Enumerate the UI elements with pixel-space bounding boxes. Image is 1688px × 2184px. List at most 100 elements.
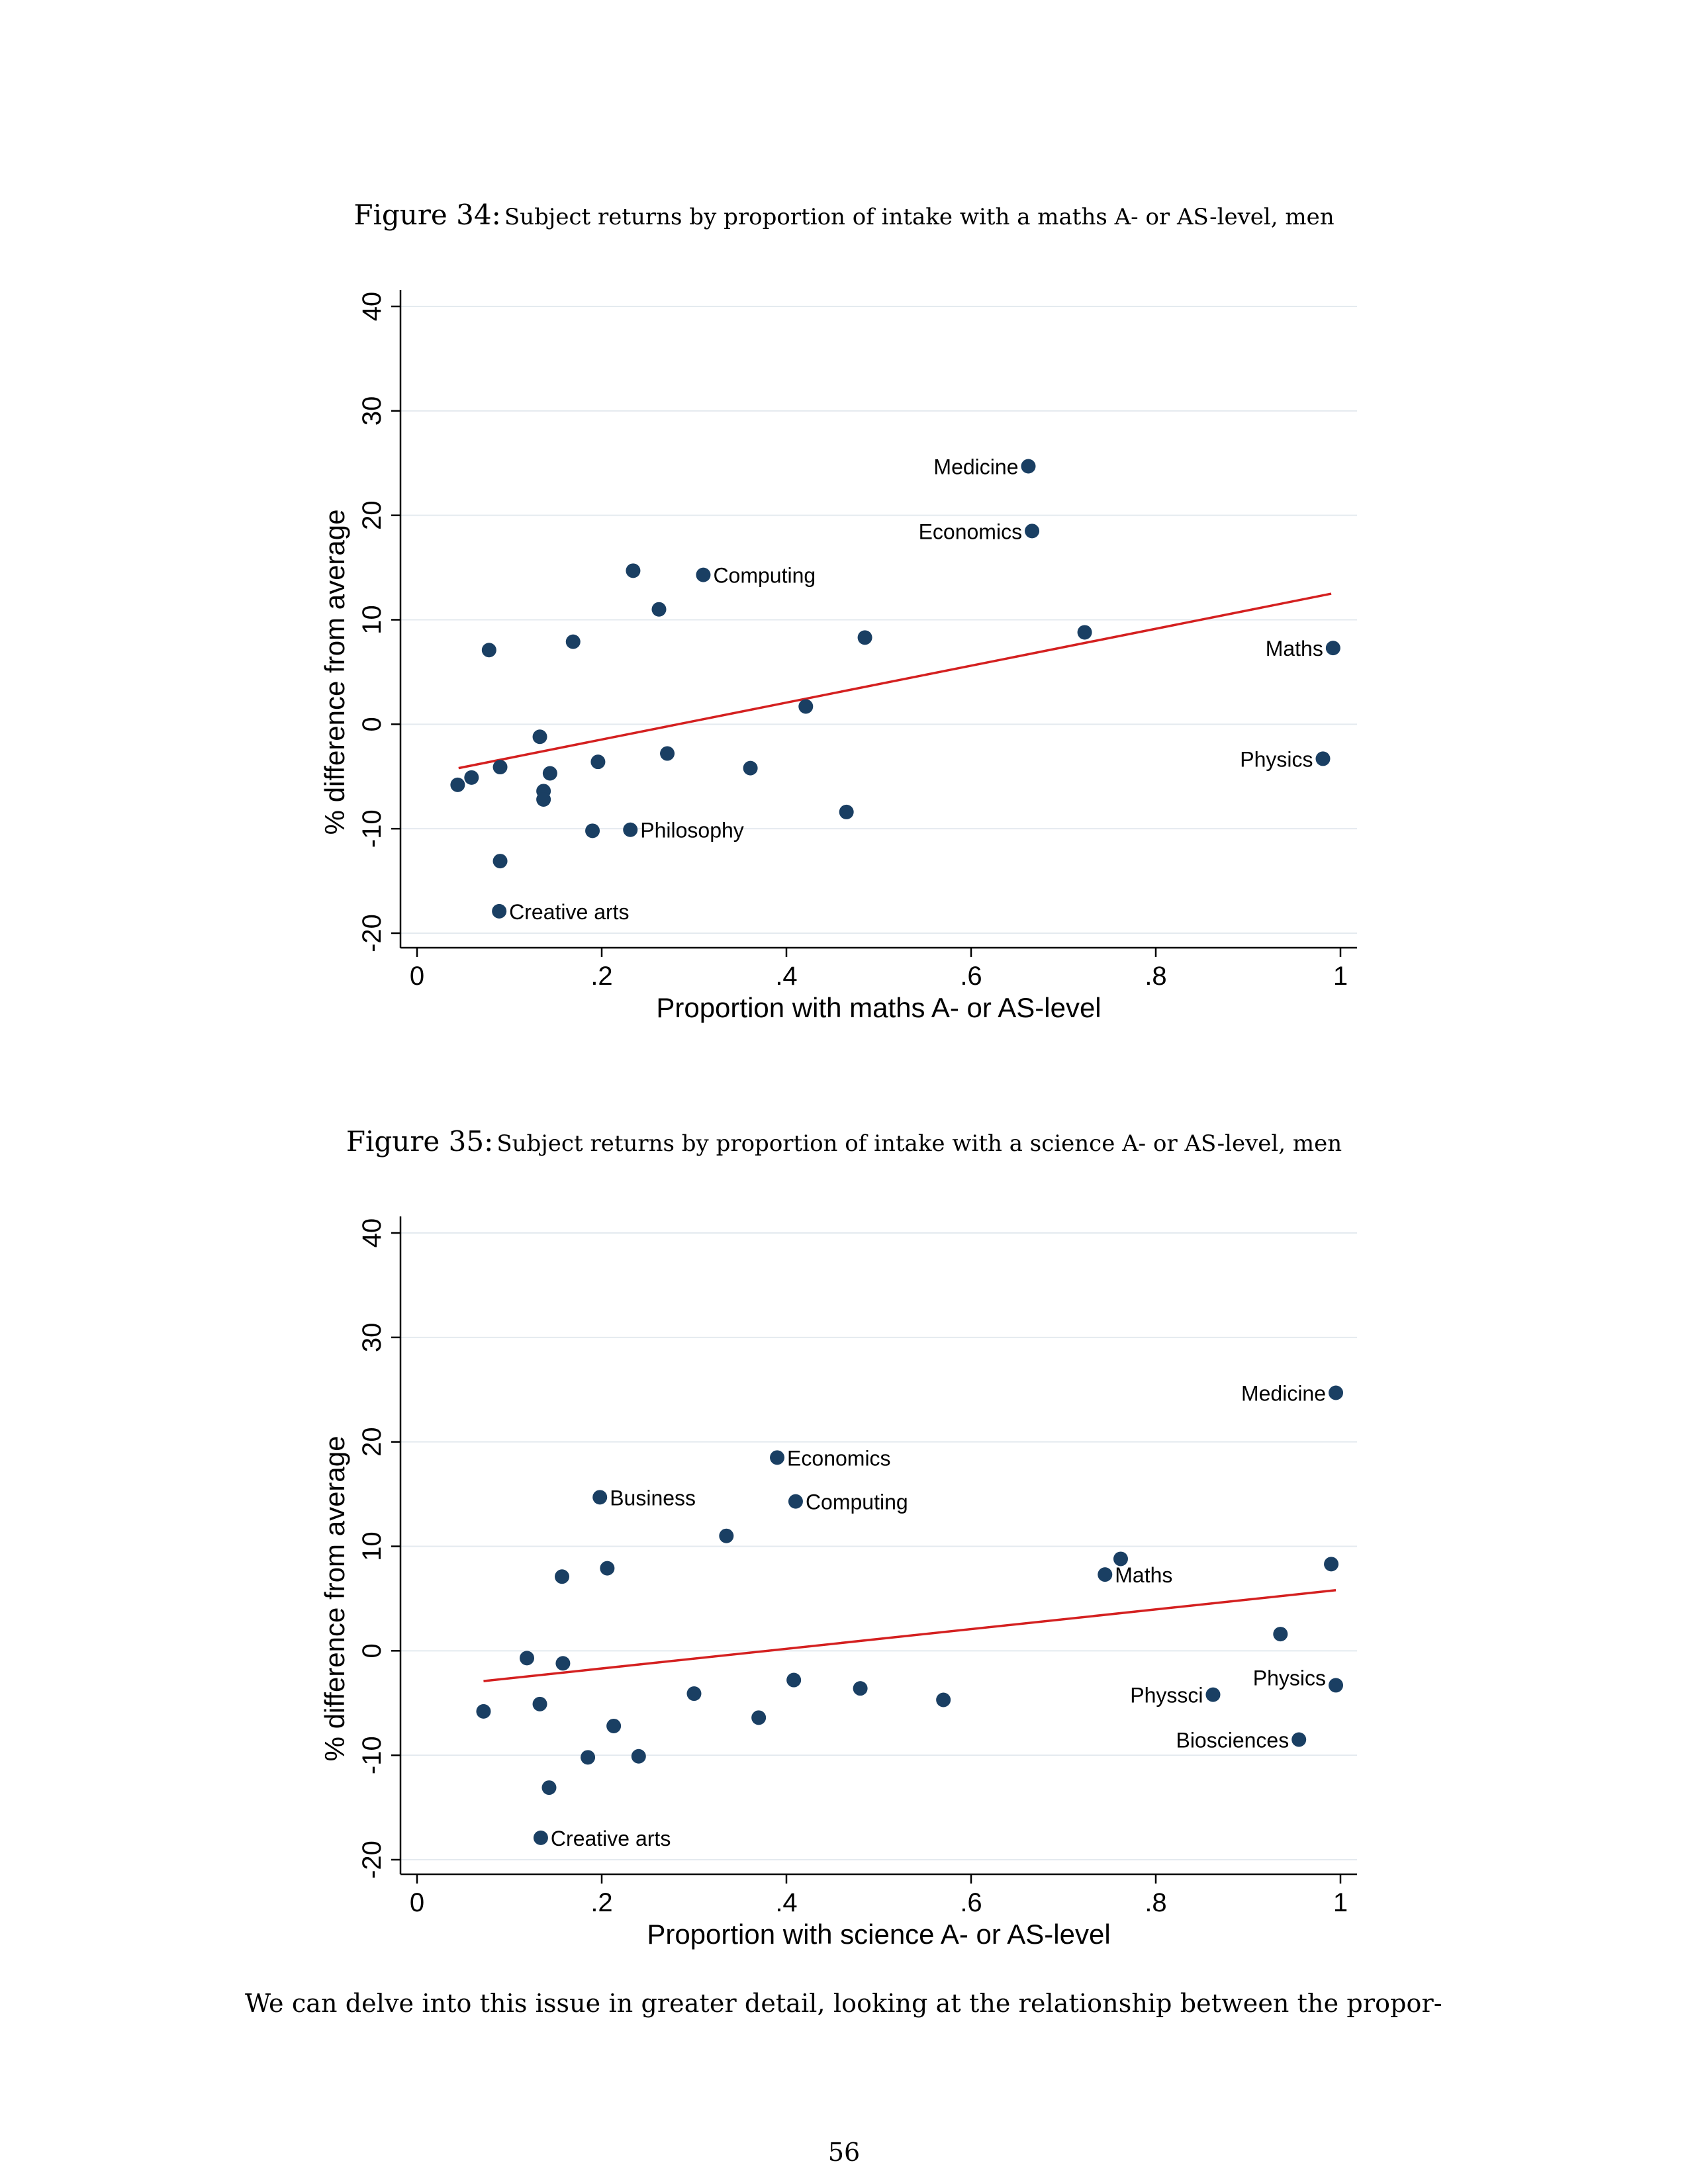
data-point-3	[788, 1494, 803, 1509]
data-point-18	[542, 766, 557, 781]
data-point-9	[481, 643, 496, 658]
data-point-17	[686, 1686, 702, 1702]
y-tick-label-2: 0	[357, 1643, 387, 1658]
fit-line	[458, 592, 1332, 770]
data-point-7	[626, 563, 641, 578]
point-label-maths: Maths	[1115, 1563, 1172, 1587]
data-point-16	[590, 754, 606, 770]
body-paragraph: We can delve into this issue in greater …	[245, 1989, 1442, 2018]
point-label-physics: Physics	[1253, 1666, 1326, 1690]
x-tick-label-4: .8	[1145, 1888, 1166, 1917]
figure-35-caption: Figure 35: Subject returns by proportion…	[0, 1125, 1688, 1158]
y-tick-label-0: -20	[357, 914, 387, 952]
fit-line	[483, 1589, 1336, 1682]
point-label-business: Business	[610, 1486, 696, 1510]
point-label-creative-arts: Creative arts	[509, 900, 629, 924]
point-label-computing: Computing	[806, 1490, 908, 1514]
point-label-physics: Physics	[1240, 747, 1313, 771]
x-axis-title: Proportion with maths A- or AS-level	[656, 992, 1101, 1023]
x-axis-title: Proportion with science A- or AS-level	[647, 1919, 1110, 1950]
data-point-3	[1325, 641, 1340, 656]
y-tick-label-3: 10	[357, 1531, 387, 1561]
point-label-biosciences: Biosciences	[1176, 1728, 1289, 1752]
data-point-22	[476, 1704, 491, 1719]
data-point-12	[1077, 625, 1092, 640]
data-point-8	[533, 1830, 548, 1845]
data-point-24	[839, 804, 854, 819]
y-tick-label-4: 20	[357, 1427, 387, 1457]
data-point-13	[798, 699, 814, 714]
x-tick-label-3: .6	[960, 962, 982, 991]
data-point-14	[532, 729, 547, 745]
x-tick-label-2: .4	[775, 962, 797, 991]
data-point-15	[660, 746, 675, 761]
data-point-15	[520, 1651, 535, 1666]
y-tick-label-5: 30	[357, 396, 387, 426]
figure-35-number: Figure 35:	[346, 1125, 494, 1158]
figure-34-chart: -20 -10 0 10 20 30 40 0 .2 .4 .6 .8 1 Proportion with…	[0, 278, 1688, 1039]
page-number: 56	[827, 2138, 861, 2167]
data-point-4	[1315, 751, 1331, 766]
y-tick-label-2: 0	[357, 717, 387, 731]
point-label-medicine: Medicine	[1241, 1381, 1326, 1405]
data-point-21	[450, 777, 465, 792]
x-tick-label-0: 0	[410, 962, 424, 991]
data-point-11	[600, 1561, 615, 1576]
data-point-6	[492, 903, 507, 919]
data-point-10	[565, 634, 581, 649]
y-tick-label-1: -10	[357, 809, 387, 848]
data-point-19	[743, 760, 758, 776]
x-tick-label-5: 1	[1333, 962, 1348, 991]
figure-35-chart: -20 -10 0 10 20 30 40 0 .2 .4 .6 .8 1 Proportion with…	[0, 1205, 1688, 1966]
point-label-creative-arts: Creative arts	[551, 1827, 671, 1850]
y-tick-label-0: -20	[357, 1841, 387, 1879]
data-point-27	[541, 1780, 557, 1796]
figure-34-caption-text: Subject returns by proportion of intake …	[504, 204, 1335, 230]
data-point-25	[581, 1750, 596, 1765]
data-point-9	[719, 1528, 734, 1543]
point-label-maths: Maths	[1266, 637, 1323, 660]
y-tick-label-5: 30	[357, 1323, 387, 1353]
figure-35-svg: -20 -10 0 10 20 30 40 0 .2 .4 .6 .8 1 Proportion with…	[319, 1216, 1357, 1950]
y-tick-label-6: 40	[357, 292, 387, 322]
data-point-21	[532, 1696, 547, 1711]
y-axis-title: % difference from average	[319, 1436, 350, 1762]
data-point-17	[492, 760, 508, 775]
data-point-6	[1329, 1678, 1344, 1693]
data-point-13	[1324, 1557, 1339, 1572]
data-point-14	[1273, 1627, 1288, 1642]
data-point-1	[1025, 523, 1040, 539]
point-label-computing: Computing	[713, 564, 816, 588]
y-tick-label-4: 20	[357, 500, 387, 530]
data-point-11	[857, 630, 872, 645]
data-point-0	[1329, 1385, 1344, 1400]
point-label-philosophy: Philosophy	[640, 819, 744, 842]
data-point-19	[853, 1681, 868, 1696]
point-label-economics: Economics	[787, 1446, 891, 1470]
data-point-16	[555, 1656, 571, 1671]
data-point-10	[555, 1569, 570, 1584]
y-tick-label-3: 10	[357, 605, 387, 635]
point-label-economics: Economics	[919, 520, 1023, 543]
data-point-0	[1021, 459, 1036, 474]
data-point-26	[492, 854, 508, 869]
data-point-7	[1291, 1732, 1307, 1747]
x-tick-label-1: .2	[590, 1888, 612, 1917]
data-point-2	[696, 567, 711, 582]
y-tick-label-6: 40	[357, 1218, 387, 1248]
data-point-23	[751, 1710, 767, 1725]
data-point-8	[651, 602, 667, 617]
point-label-physsci: Physsci	[1130, 1684, 1203, 1707]
data-point-2	[592, 1490, 608, 1505]
data-point-20	[464, 770, 479, 785]
data-point-5	[623, 822, 638, 837]
x-tick-label-2: .4	[775, 1888, 797, 1917]
y-tick-label-1: -10	[357, 1736, 387, 1774]
point-label-medicine: Medicine	[933, 455, 1018, 478]
x-tick-label-4: .8	[1145, 962, 1166, 991]
x-tick-label-0: 0	[410, 1888, 424, 1917]
data-point-4	[1098, 1567, 1113, 1582]
data-point-5	[1205, 1687, 1221, 1702]
x-tick-label-1: .2	[590, 962, 612, 991]
data-point-20	[936, 1692, 951, 1707]
